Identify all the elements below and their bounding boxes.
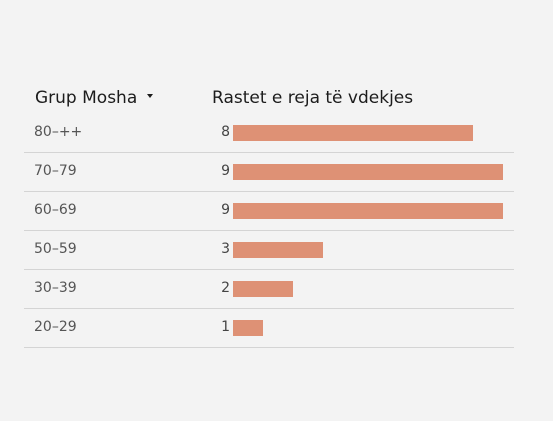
group-column-header[interactable]: Grup Mosha xyxy=(35,88,154,108)
row-value: 9 xyxy=(221,163,230,179)
table-row: 60–69 9 xyxy=(24,192,514,231)
row-age-group: 30–39 xyxy=(34,280,77,296)
table-row: 80–++ 8 xyxy=(24,114,514,153)
table-row: 20–29 1 xyxy=(24,309,514,348)
table-header: Grup Mosha Rastet e reja të vdekjes xyxy=(24,86,514,114)
table-row: 50–59 3 xyxy=(24,231,514,270)
row-bar xyxy=(233,320,263,336)
row-value: 9 xyxy=(221,202,230,218)
group-column-label: Grup Mosha xyxy=(35,88,138,108)
row-value: 3 xyxy=(221,241,230,257)
row-value: 8 xyxy=(221,124,230,140)
table-row: 70–79 9 xyxy=(24,153,514,192)
row-age-group: 20–29 xyxy=(34,319,77,335)
row-age-group: 60–69 xyxy=(34,202,77,218)
row-value: 1 xyxy=(221,319,230,335)
row-value: 2 xyxy=(221,280,230,296)
row-age-group: 80–++ xyxy=(34,124,83,140)
row-bar xyxy=(233,125,473,141)
row-age-group: 50–59 xyxy=(34,241,77,257)
value-column-header: Rastet e reja të vdekjes xyxy=(212,88,414,108)
row-age-group: 70–79 xyxy=(34,163,77,179)
table-body: 80–++ 8 70–79 9 60–69 9 50–59 3 30–39 2 20–29 1 xyxy=(24,114,514,348)
table-row: 30–39 2 xyxy=(24,270,514,309)
row-bar xyxy=(233,164,503,180)
row-bar xyxy=(233,242,323,258)
row-bar xyxy=(233,281,293,297)
row-bar xyxy=(233,203,503,219)
caret-down-icon[interactable] xyxy=(147,94,154,98)
